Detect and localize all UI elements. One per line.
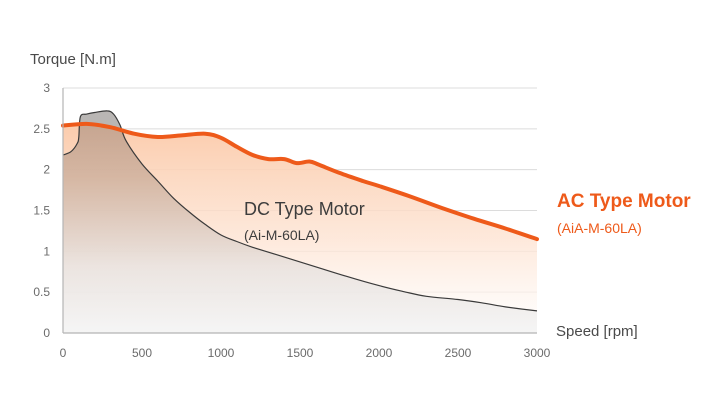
dc-series-subtitle: (Ai-M-60LA) [244,227,319,243]
y-axis-title: Torque [N.m] [30,51,116,68]
axes [62,88,537,334]
x-tick-label: 2000 [366,346,393,360]
series-areas [63,110,537,333]
x-tick-label: 2500 [445,346,472,360]
x-axis-title: Speed [rpm] [556,323,638,340]
y-tick-label: 3 [43,81,50,95]
x-tick-label: 1500 [287,346,314,360]
y-tick-label: 0 [43,326,50,340]
x-tick-labels: 0 500 1000 1500 2000 2500 3000 [60,346,551,360]
dc-series-area [63,110,537,333]
ac-series-line [61,121,539,242]
dc-series-line [62,110,538,312]
y-tick-label: 0.5 [33,285,50,299]
x-tick-label: 3000 [524,346,551,360]
y-tick-label: 2.5 [33,122,50,136]
x-tick-label: 500 [132,346,152,360]
x-tick-label: 0 [60,346,67,360]
x-tick-label: 1000 [208,346,235,360]
y-tick-label: 1 [43,244,50,258]
dc-series-label: DC Type Motor [244,199,365,219]
ac-series-subtitle: (AiA-M-60LA) [557,220,642,236]
y-tick-label: 1.5 [33,204,50,218]
ac-series-label: AC Type Motor [557,191,691,212]
y-tick-labels: 0 0.5 1 1.5 2 2.5 3 [33,81,50,340]
y-tick-label: 2 [43,163,50,177]
series-lines [61,110,539,312]
